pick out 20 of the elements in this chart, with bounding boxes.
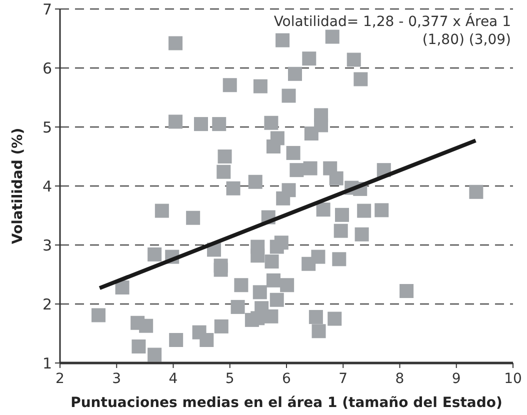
y-axis-title: Volatilidad (%) xyxy=(10,128,26,244)
y-tick-label: 2 xyxy=(42,295,52,314)
x-tick-label: 5 xyxy=(225,371,234,387)
annotation: Volatilidad= 1,28 - 0,377 x Área 1 xyxy=(274,13,511,30)
x-axis-title: Puntuaciones medias en el área 1 (tamaño del Estado) xyxy=(70,395,502,411)
x-tick-label: 3 xyxy=(112,371,122,387)
y-tick-label: 3 xyxy=(42,236,52,254)
annotation: (1,80) (3,09) xyxy=(422,32,511,48)
x-tick-label: 10 xyxy=(504,371,522,387)
x-tick-label: 2 xyxy=(56,371,64,387)
x-tick-label: 6 xyxy=(282,371,292,387)
y-tick-label: 7 xyxy=(42,0,52,18)
x-tick-label: 8 xyxy=(395,371,404,387)
y-tick-label: 1 xyxy=(42,354,52,372)
x-tick-label: 9 xyxy=(452,371,461,387)
y-tick-label: 4 xyxy=(42,177,52,196)
x-tick-label: 7 xyxy=(338,371,348,387)
y-tick-label: 5 xyxy=(42,118,52,136)
x-tick-label: 4 xyxy=(168,371,178,387)
y-tick-label: 6 xyxy=(42,59,52,78)
